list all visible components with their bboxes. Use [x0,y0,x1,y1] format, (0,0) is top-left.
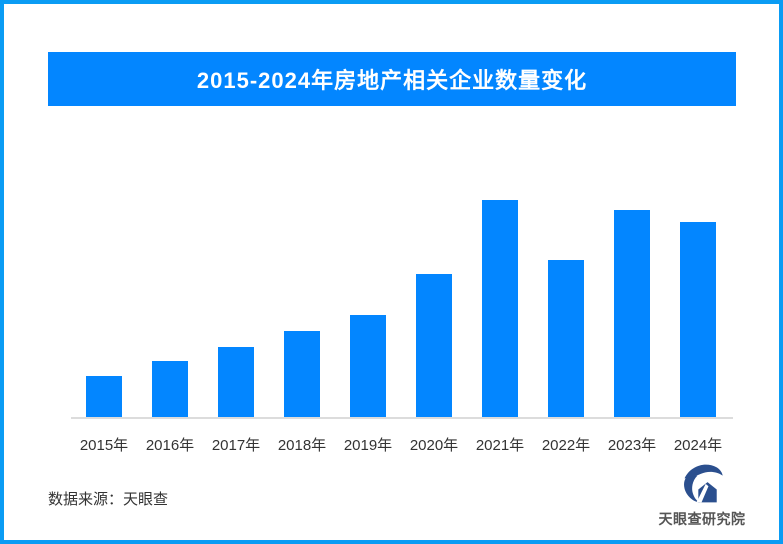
x-axis-line [71,417,733,419]
x-tick-2016年: 2016年 [145,437,195,454]
x-tick-2022年: 2022年 [541,437,591,454]
bar-2016年 [152,361,188,417]
brand-logo: 天眼查研究院 [652,460,752,529]
bar-2024年 [680,221,716,417]
bar-slot-2020年 [401,200,467,417]
x-tick-2015年: 2015年 [79,437,129,454]
x-tick-2019年: 2019年 [343,437,393,454]
bar-slot-2015年 [71,200,137,417]
bar-2019年 [350,314,386,417]
bar-slot-2024年 [665,200,731,417]
bar-slot-2022年 [533,200,599,417]
x-tick-2018年: 2018年 [277,437,327,454]
bar-2015年 [86,375,122,417]
bar-series [71,200,731,417]
bar-2022年 [548,260,584,417]
bar-slot-2023年 [599,200,665,417]
data-source-note: 数据来源：天眼查 [48,491,169,508]
chart-title: 2015-2024年房地产相关企业数量变化 [196,68,588,93]
x-tick-2021年: 2021年 [475,437,525,454]
bar-slot-2017年 [203,200,269,417]
bar-slot-2016年 [137,200,203,417]
bar-2017年 [218,346,254,417]
bar-slot-2019年 [335,200,401,417]
bar-2021年 [482,200,518,417]
bar-slot-2021年 [467,200,533,417]
x-tick-2017年: 2017年 [211,437,261,454]
bar-2018年 [284,330,320,417]
tianyancha-logo-icon [684,464,723,503]
x-tick-2020年: 2020年 [409,437,459,454]
x-tick-2023年: 2023年 [607,437,657,454]
chart-title-banner: 2015-2024年房地产相关企业数量变化 [48,52,736,106]
x-axis-tick-labels: 2015年 2016年 2017年 2018年 2019年 2020年 2021年 2022年… [71,434,731,455]
bar-2020年 [416,274,452,417]
bar-2023年 [614,210,650,417]
x-tick-2024年: 2024年 [673,437,723,454]
brand-name: 天眼查研究院 [658,511,746,527]
bar-slot-2018年 [269,200,335,417]
